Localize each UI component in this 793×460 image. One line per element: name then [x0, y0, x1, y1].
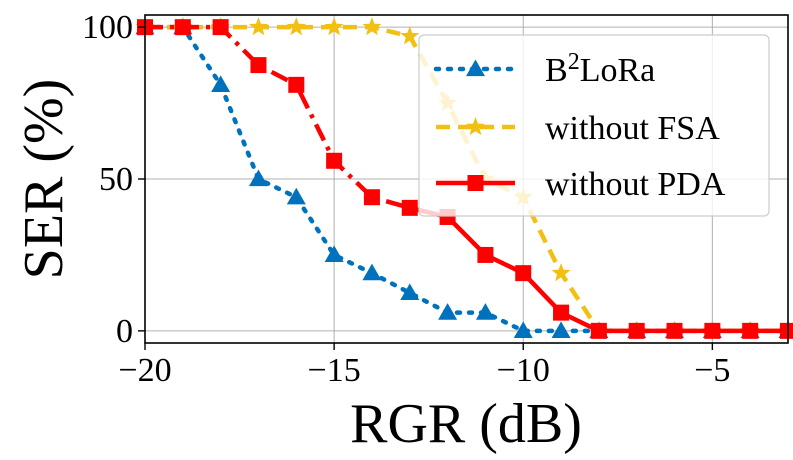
data-point-without-pda	[250, 57, 267, 74]
legend-marker-without-fsa	[465, 117, 486, 136]
data-point-without-pda	[212, 19, 229, 36]
series-without-pda	[137, 19, 793, 339]
data-point-b2lora	[475, 303, 495, 320]
data-point-without-fsa	[324, 17, 344, 36]
data-point-without-pda	[780, 322, 793, 339]
data-point-without-pda	[515, 265, 532, 282]
data-point-b2lora	[324, 245, 344, 263]
legend-entry-without-pda: without PDA	[436, 166, 726, 203]
ticks: −20 −15 −10 −5 0 50 100	[82, 9, 730, 389]
data-point-without-pda	[326, 152, 343, 169]
data-point-without-fsa	[248, 17, 268, 36]
data-point-b2lora	[211, 75, 231, 92]
data-point-b2lora	[400, 283, 420, 301]
data-point-without-pda	[666, 322, 683, 339]
series-layer	[135, 17, 793, 339]
legend-label-b2lora: B2LoRa	[545, 49, 655, 89]
data-point-without-fsa	[551, 263, 571, 282]
legend-box	[418, 34, 770, 217]
data-point-without-fsa	[362, 17, 382, 36]
data-point-without-pda	[174, 19, 191, 36]
data-point-without-fsa	[286, 17, 306, 36]
data-point-b2lora	[362, 263, 382, 281]
data-point-without-pda	[477, 246, 494, 263]
data-point-b2lora	[513, 321, 533, 338]
data-point-without-pda	[704, 322, 721, 339]
data-point-without-pda	[363, 189, 380, 206]
data-point-without-pda	[742, 322, 759, 339]
x-tick-label: −15	[308, 352, 361, 389]
data-point-without-pda	[628, 322, 645, 339]
legend-marker-b2lora	[466, 59, 485, 77]
data-point-without-pda	[553, 304, 570, 321]
x-tick-label: −5	[694, 352, 730, 389]
y-tick-label: 0	[116, 313, 133, 350]
y-tick-label: 50	[99, 161, 133, 198]
legend: B2LoRa without FSA without PDA	[418, 34, 770, 217]
legend-marker-without-pda	[467, 175, 484, 191]
data-point-b2lora	[551, 321, 571, 338]
data-point-b2lora	[248, 169, 268, 187]
x-axis-title: RGR (dB)	[350, 393, 582, 455]
data-point-without-pda	[401, 199, 418, 216]
x-tick-label: −10	[497, 352, 550, 389]
y-tick-label: 100	[82, 9, 133, 46]
y-axis-title: SER (%)	[13, 79, 75, 280]
legend-label-without-pda: without PDA	[545, 166, 726, 203]
legend-entry-b2lora: B2LoRa	[433, 49, 655, 89]
legend-label-without-fsa: without FSA	[545, 110, 720, 147]
data-point-without-pda	[590, 322, 607, 339]
legend-entry-without-fsa: without FSA	[436, 110, 720, 147]
data-point-without-pda	[288, 76, 305, 93]
data-point-b2lora	[438, 303, 458, 320]
data-point-without-fsa	[400, 26, 420, 45]
data-point-b2lora	[286, 187, 306, 205]
x-tick-label: −20	[118, 352, 171, 389]
